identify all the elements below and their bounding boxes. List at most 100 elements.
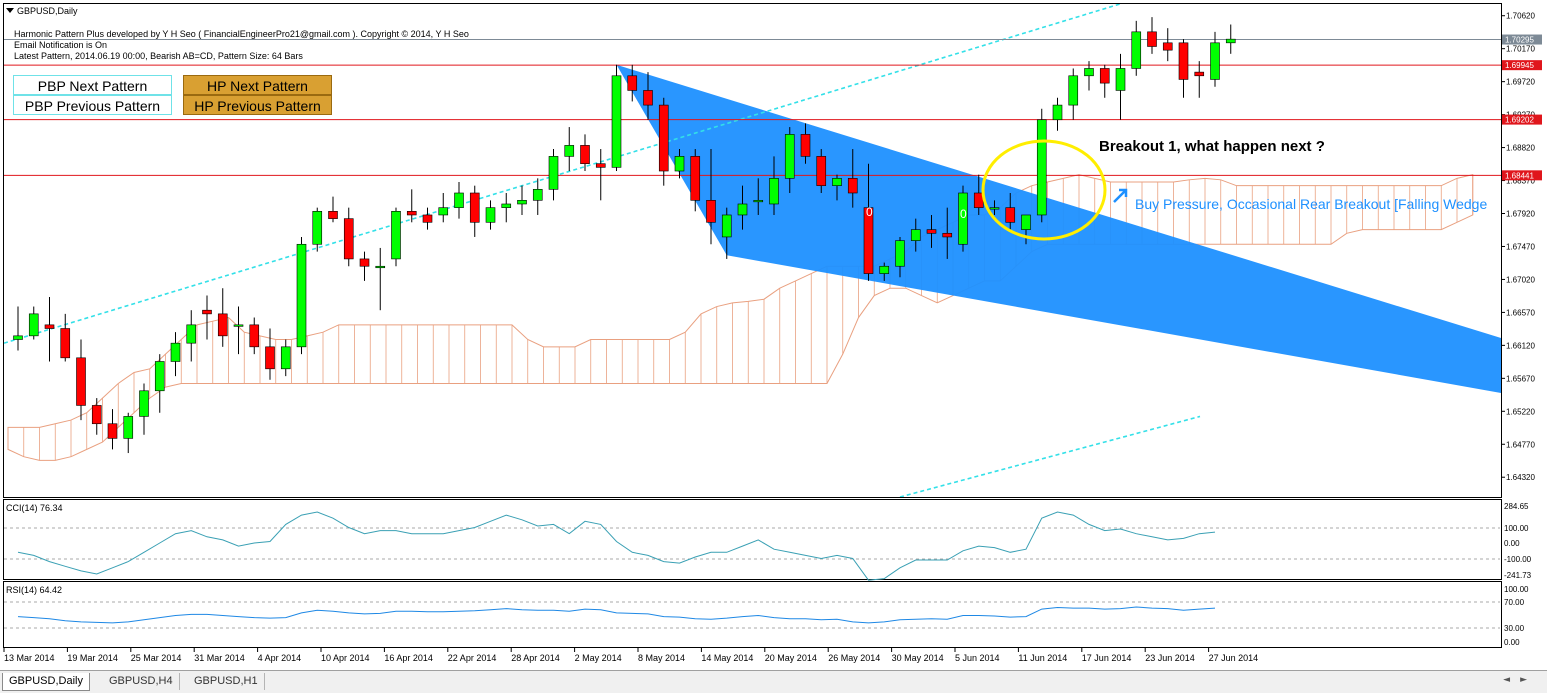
falling-wedge-shape	[616, 64, 1501, 393]
time-axis: 13 Mar 2014 19 Mar 2014 25 Mar 2014 31 Mar …	[3, 648, 1258, 663]
price-tick-label: 1.66120	[1506, 341, 1535, 350]
candle-body	[674, 156, 685, 172]
candle-body	[564, 145, 575, 157]
price-marker-box	[1502, 34, 1542, 45]
pbp-previous-pattern-button[interactable]: PBP Previous Pattern	[13, 95, 172, 115]
price-tick-label: 1.67020	[1506, 275, 1535, 284]
candle-body	[690, 156, 701, 201]
candle-body	[658, 104, 669, 172]
candle-body	[359, 258, 370, 267]
wedge-point-label-1: 0	[960, 207, 967, 221]
candle-body	[328, 211, 338, 219]
time-tick-label: 22 Apr 2014	[448, 653, 497, 663]
candle-body	[60, 328, 71, 359]
candle-body	[989, 207, 1000, 210]
candle-body	[611, 75, 622, 168]
time-tick-label: 19 Mar 2014	[67, 653, 118, 663]
hp-previous-pattern-button[interactable]: HP Previous Pattern	[183, 95, 332, 115]
cci-tick-label: 0.00	[1504, 539, 1520, 548]
pbp-next-pattern-button[interactable]: PBP Next Pattern	[13, 75, 172, 95]
candle-body	[926, 229, 937, 234]
hp-next-pattern-button[interactable]: HP Next Pattern	[183, 75, 332, 95]
candle-body	[28, 313, 39, 337]
rsi-tick-label: 30.00	[1504, 624, 1525, 633]
candle-body	[643, 90, 653, 106]
rsi-label: RSI(14) 64.42	[6, 585, 63, 595]
time-tick-label: 20 May 2014	[765, 653, 817, 663]
price-tick-label: 1.65220	[1506, 407, 1535, 416]
candle-body	[1178, 42, 1189, 80]
price-tick-label: 1.68820	[1506, 144, 1535, 153]
candle-body	[123, 416, 134, 439]
cci-line	[17, 511, 1216, 581]
candle-body	[1005, 207, 1016, 223]
candle-body	[895, 240, 905, 267]
price-tick-label: 1.68370	[1506, 177, 1535, 186]
time-tick-label: 23 Jun 2014	[1145, 653, 1195, 663]
candle-body	[202, 309, 212, 315]
price-marker-box	[1502, 114, 1542, 125]
candle-body	[784, 134, 795, 179]
candle-body	[800, 134, 811, 157]
price-tick-label: 1.64320	[1506, 473, 1535, 482]
price-tick-label: 1.65670	[1506, 374, 1535, 383]
tab-gbpusd-h1[interactable]: GBPUSD,H1	[188, 673, 265, 690]
candle-body	[737, 203, 748, 216]
candle-body	[1021, 214, 1031, 230]
candle-body	[595, 163, 606, 168]
candle-body	[942, 232, 953, 238]
chart-symbol-title: GBPUSD,Daily	[17, 6, 78, 16]
price-marker-box	[1502, 170, 1542, 181]
channel-line-upper	[4, 4, 1121, 344]
candle-body	[76, 357, 86, 406]
price-tick-label: 1.64770	[1506, 440, 1535, 449]
price-tick-label: 1.67920	[1506, 210, 1535, 219]
time-tick-label: 17 Jun 2014	[1082, 653, 1132, 663]
candle-body	[517, 200, 527, 205]
candle-body	[249, 324, 260, 348]
tab-scroll-arrows-icon[interactable]: ◄►	[1503, 675, 1537, 685]
candle-body	[1084, 68, 1094, 77]
time-tick-label: 4 Apr 2014	[258, 653, 302, 663]
candle-body	[1099, 68, 1110, 84]
candle-body	[532, 189, 543, 201]
candle-body	[296, 243, 307, 348]
caret-down-icon[interactable]	[6, 8, 14, 13]
candle-body	[217, 313, 228, 337]
time-tick-label: 5 Jun 2014	[955, 653, 1000, 663]
cci-tick-label: -241.73	[1504, 571, 1532, 580]
tab-gbpusd-daily[interactable]: GBPUSD,Daily	[2, 673, 90, 691]
candle-body	[312, 211, 323, 245]
cci-tick-label: -100.00	[1504, 555, 1532, 564]
candle-body	[233, 324, 244, 327]
rsi-panel	[3, 581, 1502, 648]
chart-title-bar: GBPUSD,Daily	[6, 6, 78, 16]
candle-body	[485, 207, 496, 223]
cci-tick-label: 284.65	[1504, 502, 1529, 511]
candle-body	[847, 178, 858, 194]
candle-body	[580, 145, 590, 164]
candle-body	[406, 211, 417, 216]
candle-body	[1194, 71, 1205, 77]
time-tick-label: 25 Mar 2014	[131, 653, 182, 663]
chart-canvas[interactable]: 0 0 1.706201.701701.697201.692701.688201…	[0, 0, 1547, 670]
candle-body	[1147, 31, 1157, 47]
price-marker-label: 1.69945	[1505, 61, 1534, 70]
cci-panel	[3, 499, 1502, 580]
rsi-line	[17, 606, 1216, 624]
time-tick-label: 11 Jun 2014	[1018, 653, 1067, 663]
time-tick-label: 2 May 2014	[575, 653, 622, 663]
price-marker-label: 1.70295	[1505, 36, 1534, 45]
time-tick-label: 16 Apr 2014	[384, 653, 433, 663]
candle-body	[454, 192, 464, 208]
breakout-annotation: Breakout 1, what happen next ?	[1099, 138, 1325, 155]
wedge-point-label-0: 0	[866, 205, 873, 219]
candle-body	[280, 346, 291, 370]
candle-body	[548, 156, 559, 190]
candle-body	[343, 218, 354, 260]
price-tick-label: 1.70170	[1506, 45, 1535, 54]
candle-body	[13, 335, 23, 340]
tab-gbpusd-h4[interactable]: GBPUSD,H4	[103, 673, 180, 690]
candle-body	[910, 229, 921, 241]
buy-pressure-annotation: Buy Pressure, Occasional Rear Breakout […	[1135, 196, 1488, 212]
